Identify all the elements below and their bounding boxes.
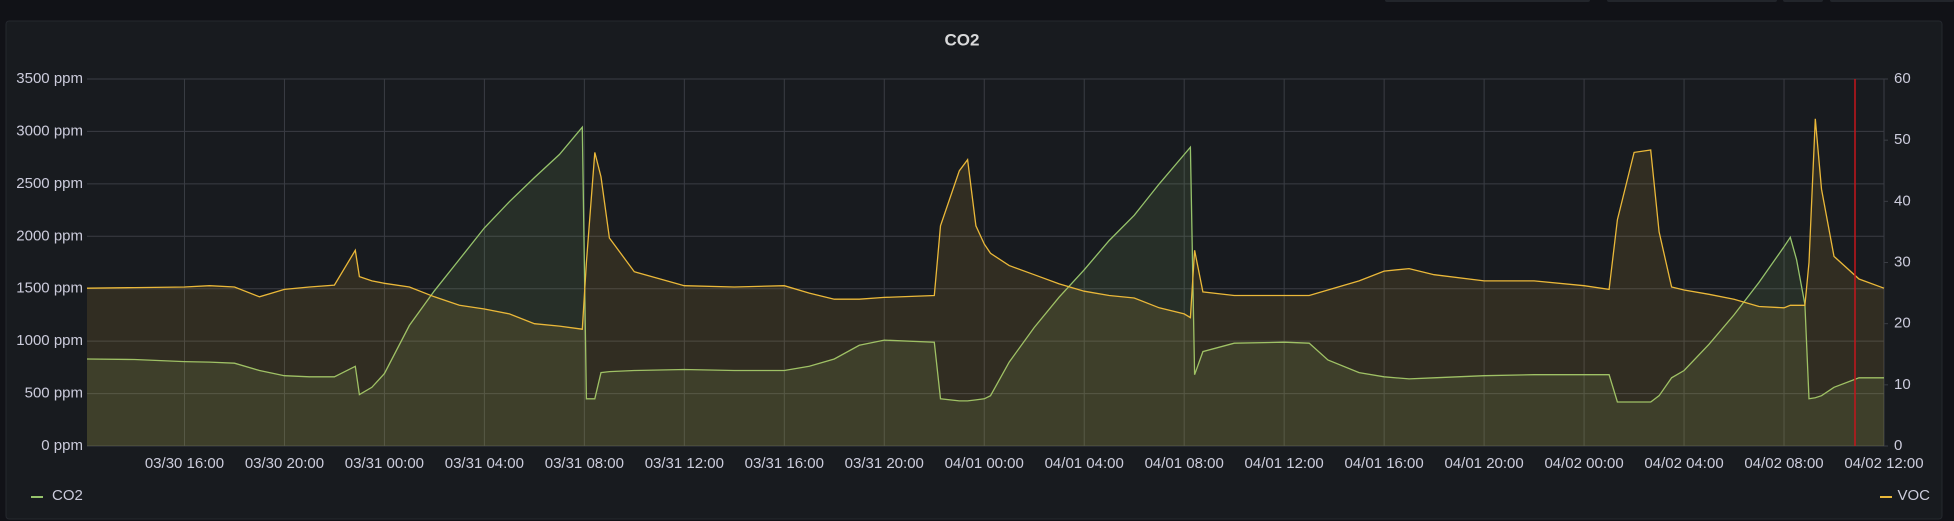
legend-label[interactable]: CO2 xyxy=(52,487,83,504)
y2-tick-label: 60 xyxy=(1894,70,1911,87)
y-tick-label: 1000 ppm xyxy=(16,332,83,349)
y2-tick-label: 40 xyxy=(1894,192,1911,209)
labels: 0 ppm 500 ppm 1000 ppm 1500 ppm 2000 ppm 2500… xyxy=(16,70,1930,504)
toolbar-button[interactable] xyxy=(1830,0,1954,2)
y-tick-label: 3000 ppm xyxy=(16,122,83,139)
x-tick-label: 04/01 04:00 xyxy=(1045,455,1124,472)
y-tick-label: 3500 ppm xyxy=(16,70,83,87)
series xyxy=(86,118,1885,447)
x-tick-label: 04/01 20:00 xyxy=(1444,455,1523,472)
legend-label[interactable]: VOC xyxy=(1897,487,1930,504)
series-line xyxy=(86,125,1884,403)
series-area xyxy=(87,127,1884,446)
y-tick-label: 0 ppm xyxy=(41,437,83,454)
toolbar-button[interactable] xyxy=(1385,0,1590,2)
x-tick-label: 03/31 04:00 xyxy=(445,455,524,472)
series-line xyxy=(86,118,1885,330)
x-tick-label: 03/30 16:00 xyxy=(145,455,224,472)
panel-title[interactable]: CO2 xyxy=(945,30,980,49)
y-tick-label: 500 ppm xyxy=(25,385,83,402)
x-tick-label: 04/01 08:00 xyxy=(1145,455,1224,472)
x-tick-label: 04/02 12:00 xyxy=(1844,455,1923,472)
grid xyxy=(87,78,1885,447)
x-tick-label: 03/31 12:00 xyxy=(645,455,724,472)
x-tick-label: 04/01 12:00 xyxy=(1245,455,1324,472)
x-tick-label: 03/31 00:00 xyxy=(345,455,424,472)
y-tick-label: 1500 ppm xyxy=(16,280,83,297)
x-tick-label: 03/31 20:00 xyxy=(845,455,924,472)
y2-tick-label: 0 xyxy=(1894,437,1902,454)
y2-tick-label: 20 xyxy=(1894,315,1911,332)
y2-tick-label: 10 xyxy=(1894,376,1911,393)
series-area xyxy=(87,118,1884,447)
panel xyxy=(5,20,1943,520)
x-tick-label: 04/01 16:00 xyxy=(1345,455,1424,472)
x-tick-label: 03/31 08:00 xyxy=(545,455,624,472)
x-tick-label: 04/02 08:00 xyxy=(1744,455,1823,472)
toolbar-button[interactable] xyxy=(1607,0,1777,2)
x-tick-label: 04/02 00:00 xyxy=(1544,455,1623,472)
y2-tick-label: 30 xyxy=(1894,253,1911,270)
x-tick-label: 04/01 00:00 xyxy=(945,455,1024,472)
x-tick-label: 03/30 20:00 xyxy=(245,455,324,472)
x-tick-label: 04/02 04:00 xyxy=(1644,455,1723,472)
y2-tick-label: 50 xyxy=(1894,131,1911,148)
y-tick-label: 2500 ppm xyxy=(16,175,83,192)
y-tick-label: 2000 ppm xyxy=(16,227,83,244)
x-tick-label: 03/31 16:00 xyxy=(745,455,824,472)
toolbar-button[interactable] xyxy=(1783,0,1823,2)
